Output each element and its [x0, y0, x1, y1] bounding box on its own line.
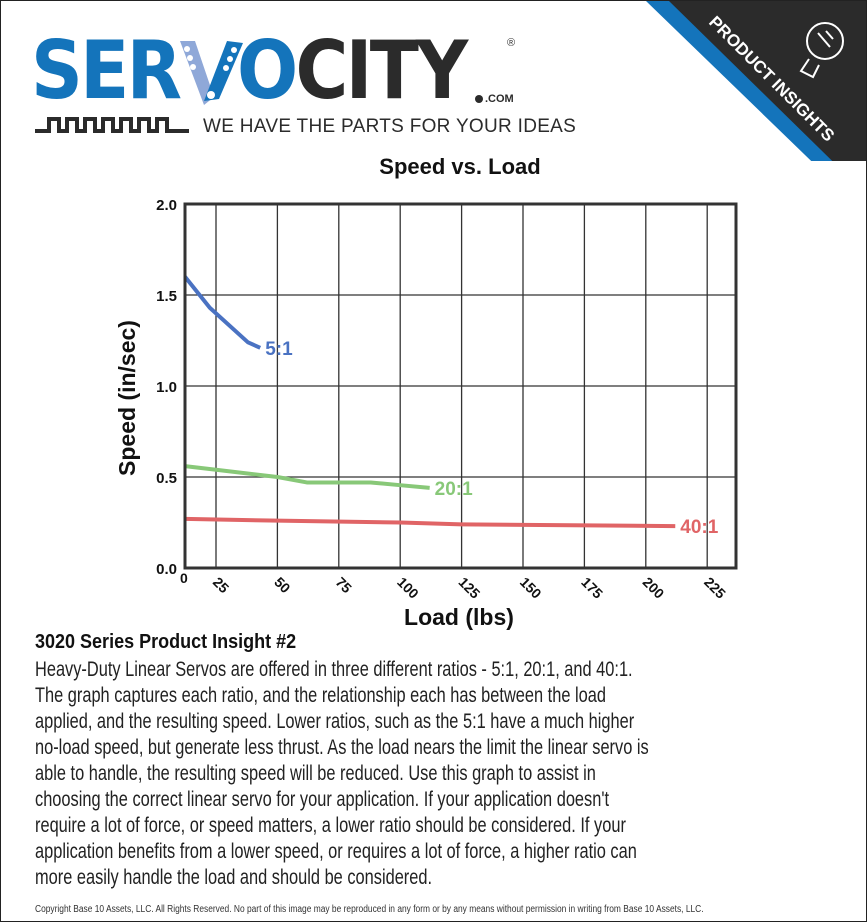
logo-graphics: PRODUCT INSIGHTS	[35, 1, 866, 161]
x-tick-label: 100	[394, 574, 422, 602]
registered-mark: ®	[507, 37, 516, 49]
insight-title: 3020 Series Product Insight #2	[35, 631, 297, 653]
servocity-logo: SER OCITY	[31, 31, 468, 111]
series-line-0	[183, 275, 262, 350]
x-tick-label: 125	[455, 574, 483, 602]
logo-text-o: O	[236, 24, 298, 117]
x-tick-label: 0	[180, 570, 188, 586]
chart-title: Speed vs. Load	[379, 154, 540, 179]
plot-frame	[183, 202, 738, 570]
insight-body-line: choosing the correct linear servo for yo…	[35, 788, 610, 811]
y-axis-label: Speed (in/sec)	[114, 320, 140, 476]
lightbulb-wrench-icon	[799, 22, 844, 79]
insight-body-line: more easily handle the load and should b…	[35, 866, 433, 889]
insight-body-line: application benefits from a lower speed,…	[35, 840, 637, 863]
y-tick-label: 1.5	[156, 288, 177, 305]
insight-body-line: able to handle, the resulting speed will…	[35, 762, 596, 785]
x-tick-label: 225	[701, 574, 729, 602]
insight-body-line: applied, and the resulting speed. Lower …	[35, 710, 635, 733]
series-label: 40:1	[680, 517, 718, 538]
series-label: 20:1	[435, 479, 473, 500]
logo-text-ser: SER	[31, 24, 182, 117]
series-line-2	[184, 516, 676, 529]
logo-text-city: CITY	[295, 24, 469, 117]
x-axis-label: Load (lbs)	[404, 604, 514, 630]
series-line-1	[184, 464, 430, 490]
y-tick-label: 0.0	[156, 561, 177, 578]
series-label: 5:1	[265, 339, 293, 360]
x-tick-label: 200	[640, 574, 668, 602]
logo-dotcom: .COM	[485, 93, 514, 105]
logo-dot	[475, 95, 483, 103]
x-tick-label: 150	[517, 574, 545, 602]
insight-body-line: The graph captures each ratio, and the r…	[35, 684, 606, 707]
insight-body-line: Heavy-Duty Linear Servos are offered in …	[35, 658, 633, 681]
insight-body-line: require a lot of force, or speed matters…	[35, 814, 626, 837]
x-tick-label: 75	[333, 574, 355, 596]
speed-vs-load-chart: Speed vs. Load Speed (in/sec) Load (lbs)…	[114, 154, 738, 630]
y-tick-label: 1.0	[156, 379, 177, 396]
y-tick-label: 0.5	[156, 470, 177, 487]
copyright-notice: Copyright Base 10 Assets, LLC. All Right…	[35, 904, 704, 915]
insight-body: Heavy-Duty Linear Servos are offered in …	[35, 657, 822, 891]
x-tick-label: 50	[271, 574, 293, 596]
servo-horn-icon	[180, 41, 243, 105]
tagline: WE HAVE THE PARTS FOR YOUR IDEAS	[203, 116, 577, 137]
x-tick-label: 25	[210, 574, 232, 596]
insight-body-line: no-load speed, but generate less thrust.…	[35, 736, 649, 759]
square-wave-icon	[35, 117, 189, 133]
corner-banner-dark	[669, 1, 866, 161]
x-tick-label: 175	[578, 574, 606, 602]
y-tick-label: 2.0	[156, 197, 177, 214]
